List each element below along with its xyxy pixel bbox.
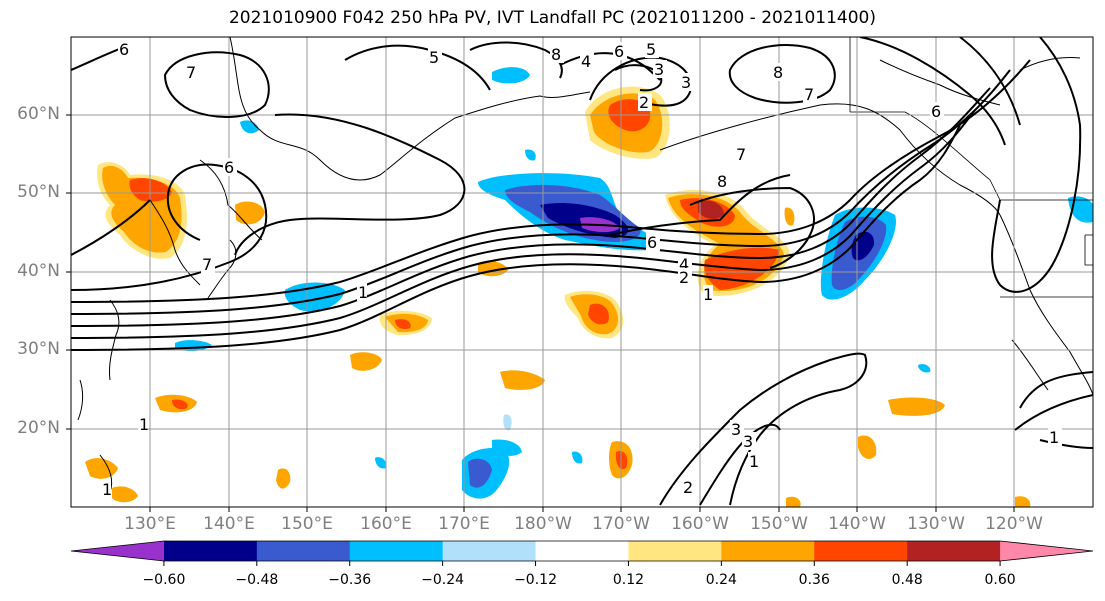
contour-label: 3 <box>743 432 753 451</box>
negative-anomaly-shading <box>175 67 1093 499</box>
contour-label: 5 <box>646 40 656 59</box>
contour-label: 8 <box>773 63 783 82</box>
contour-label: 7 <box>736 145 746 164</box>
lon-label: 140°W <box>828 514 886 534</box>
colorbar-tick-label: 0.48 <box>891 572 923 588</box>
contour-label: 1 <box>358 283 368 302</box>
contour-label: 2 <box>679 268 689 287</box>
contour-label: 1 <box>102 480 112 499</box>
colorbar-segment <box>256 541 351 561</box>
lon-label: 170°W <box>592 514 650 534</box>
lon-label: 180°W <box>514 514 572 534</box>
lat-label: 20°N <box>17 418 60 438</box>
contour-label: 1 <box>749 452 759 471</box>
contour-label: 2 <box>639 93 649 112</box>
contour-label: 5 <box>429 48 439 67</box>
contour-label: 6 <box>647 233 657 252</box>
colorbar-tick-label: 0.12 <box>612 572 645 588</box>
lon-label: 160°E <box>360 514 412 534</box>
axis-ticks <box>66 114 1015 512</box>
contour-label: 8 <box>717 172 727 191</box>
colorbar-segment <box>814 541 908 561</box>
contour-label: 3 <box>681 73 691 92</box>
lon-label: 130°E <box>124 514 176 534</box>
colorbar-tick-label: 0.36 <box>798 572 830 588</box>
contour-label: 2 <box>683 478 693 497</box>
lon-label: 130°W <box>907 514 965 534</box>
colorbar-segment <box>721 541 815 561</box>
colorbar-tick-label: −0.36 <box>328 572 372 588</box>
contour-label: 7 <box>804 85 814 104</box>
coastlines <box>77 37 1093 493</box>
colorbar-segment <box>163 541 258 561</box>
colorbar-tick-label: 0.60 <box>984 572 1016 588</box>
contour-label: 8 <box>551 45 561 64</box>
contour-label: 6 <box>119 40 129 59</box>
contour-label: 7 <box>202 255 212 274</box>
lon-label: 160°W <box>671 514 729 534</box>
contour-label: 6 <box>614 42 624 61</box>
contour-label: 6 <box>931 102 941 121</box>
lon-label: 150°W <box>750 514 808 534</box>
lat-label: 60°N <box>17 104 60 124</box>
contour-label: 6 <box>224 158 234 177</box>
lon-label: 140°E <box>203 514 255 534</box>
contour-labels: 6 7 6 1 6 5 8 4 5 3 2 3 8 7 6 7 8 6 1 4 … <box>101 40 1062 499</box>
colorbar-segment <box>1000 541 1093 561</box>
colorbar-tick-label: −0.48 <box>235 572 279 588</box>
lat-label: 40°N <box>17 261 60 281</box>
contour-label: 7 <box>186 63 196 82</box>
lon-label: 170°E <box>438 514 490 534</box>
lat-label: 30°N <box>17 339 60 359</box>
colorbar-segment <box>349 541 444 561</box>
contour-label: 3 <box>654 60 664 79</box>
contour-label: 1 <box>139 415 149 434</box>
colorbar-segment <box>71 541 164 561</box>
colorbar-tick-label: 0.24 <box>705 572 737 588</box>
contour-label: 4 <box>679 255 689 274</box>
chart-title: 2021010900 F042 250 hPa PV, IVT Landfall… <box>228 8 876 28</box>
contour-label: 4 <box>581 52 591 71</box>
lon-label: 120°W <box>985 514 1043 534</box>
contour-label: 3 <box>731 420 741 439</box>
contour-label: 1 <box>1049 428 1059 447</box>
colorbar-tick-label: −0.60 <box>142 572 186 588</box>
colorbar-segment <box>442 541 537 561</box>
colorbar-segment <box>535 541 629 561</box>
colorbar-tick-label: −0.12 <box>514 572 557 588</box>
contour-label: 1 <box>703 285 713 304</box>
colorbar-segment <box>907 541 1001 561</box>
colorbar-tick-label: −0.24 <box>421 572 465 588</box>
colorbar-segment <box>628 541 722 561</box>
lon-label: 150°E <box>281 514 333 534</box>
lat-label: 50°N <box>17 182 60 202</box>
